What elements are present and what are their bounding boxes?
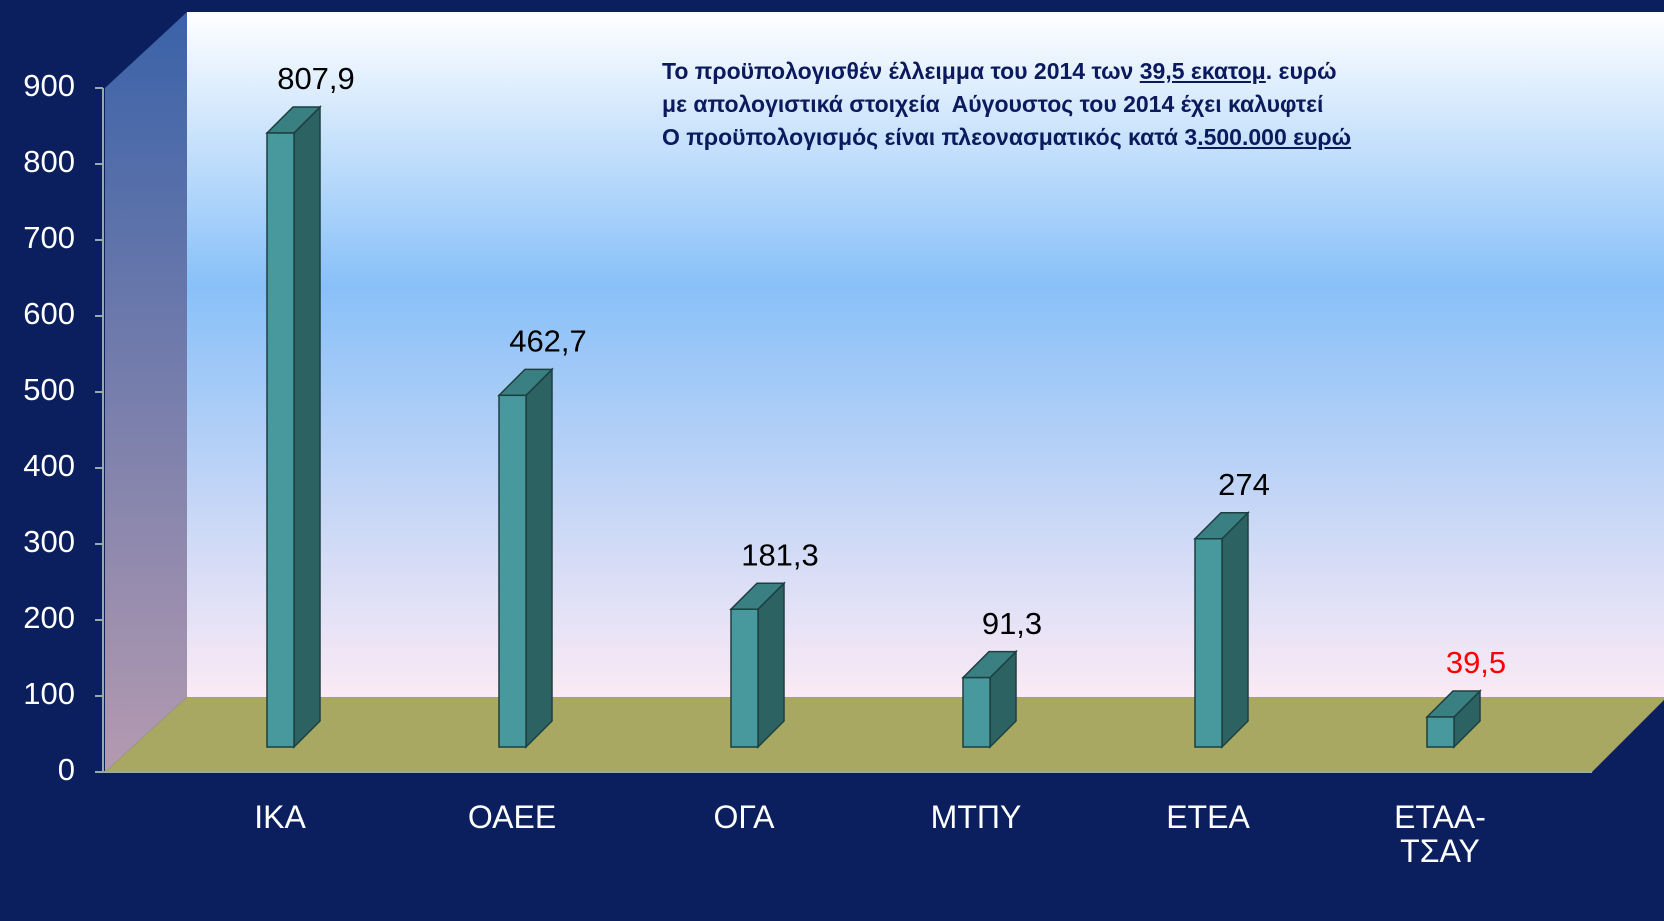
y-tick-label: 600	[23, 296, 75, 331]
bar	[1426, 716, 1455, 748]
annotation-text: 39,5 εκατομ	[1139, 58, 1266, 84]
annotation-text: Ο προϋπολογισμός είναι πλεονασματικός κα…	[662, 124, 1198, 150]
x-tick-label: ΟΑΕΕ	[467, 799, 557, 835]
annotation-text: . ευρώ	[1265, 58, 1337, 84]
bar-side	[757, 581, 785, 749]
y-tick-label: 300	[23, 524, 75, 559]
value-label: 181,3	[741, 537, 819, 572]
y-tick-label: 700	[23, 220, 75, 255]
back-wall	[187, 12, 1664, 697]
annotation-line: Ο προϋπολογισμός είναι πλεονασματικός κα…	[662, 121, 1351, 154]
floor	[105, 697, 1664, 772]
annotation-text: με απολογιστικά στοιχεία Αύγουστος του 2…	[662, 91, 1324, 117]
bar	[1194, 538, 1223, 748]
bar-side	[525, 367, 553, 749]
value-label: 462,7	[509, 324, 587, 359]
y-tick-label: 400	[23, 448, 75, 483]
x-tick-label: ΜΤΠΥ	[930, 799, 1022, 835]
value-label: 807,9	[277, 61, 355, 96]
y-tick-label: 500	[23, 372, 75, 407]
y-tick-label: 900	[23, 68, 75, 103]
bar	[498, 394, 527, 748]
x-tick-label: ΙΚΑ	[254, 799, 306, 835]
x-tick-label: ΟΓΑ	[713, 799, 775, 835]
bar	[962, 676, 991, 748]
y-tick-label: 0	[58, 752, 75, 787]
value-label: 91,3	[982, 606, 1042, 641]
value-label: 274	[1218, 467, 1270, 502]
annotation: Το προϋπολογισθέν έλλειμμα του 2014 των …	[662, 55, 1351, 154]
bar	[730, 608, 759, 748]
side-wall	[105, 12, 187, 772]
y-tick-label: 100	[23, 676, 75, 711]
bar-side	[293, 105, 321, 749]
x-tick-label: ΕΤΑΑ-ΤΣΑΥ	[1394, 799, 1486, 869]
y-tick-label: 200	[23, 600, 75, 635]
bar	[266, 132, 295, 748]
y-tick-label: 800	[23, 144, 75, 179]
x-tick-label: ΕΤΕΑ	[1166, 799, 1250, 835]
value-label: 39,5	[1446, 645, 1506, 680]
annotation-line: με απολογιστικά στοιχεία Αύγουστος του 2…	[662, 88, 1351, 121]
annotation-text: Το προϋπολογισθέν έλλειμμα του 2014 των	[662, 58, 1140, 84]
bar-side	[1221, 510, 1249, 749]
annotation-text: .500.000 ευρώ	[1197, 124, 1352, 150]
annotation-line: Το προϋπολογισθέν έλλειμμα του 2014 των …	[662, 55, 1351, 88]
